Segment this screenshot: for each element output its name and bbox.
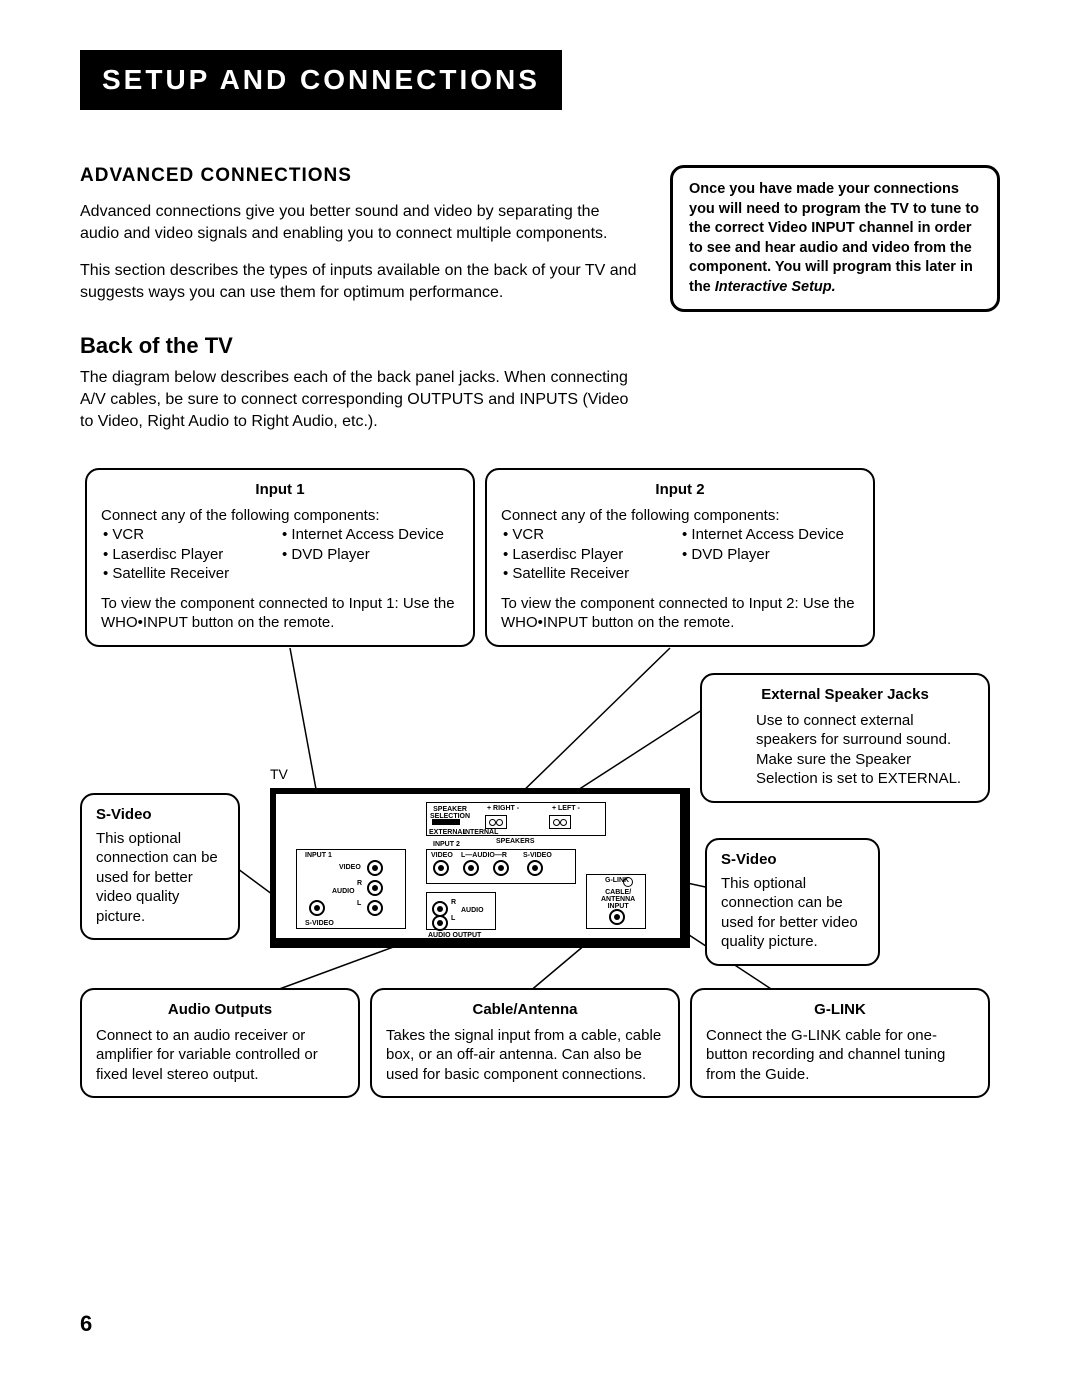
tv-label: TV [270,766,288,782]
back-heading: Back of the TV [80,333,640,359]
jack-audio-r [367,880,383,896]
note-box: Once you have made your connections you … [670,165,1000,312]
callout-svideo-r-title: S-Video [721,850,864,870]
callout-input2-bullets: • VCR • Laserdisc Player • Satellite Rec… [501,525,859,584]
callout-input2-foot: To view the component connected to Input… [501,594,859,633]
lbl: INTERNAL [463,829,498,836]
lbl: S-VIDEO [305,920,334,927]
bullet: • Internet Access Device [280,525,459,545]
callout-glink: G-LINK Connect the G-LINK cable for one-… [690,988,990,1098]
callout-input2: Input 2 Connect any of the following com… [485,468,875,647]
bullet: • VCR [501,525,680,545]
audio-output-box: R L AUDIO [426,892,496,930]
callout-glink-text: Connect the G-LINK cable for one-button … [706,1026,974,1085]
jack-i2-svideo [527,860,543,876]
note-ital: Interactive Setup. [715,279,836,295]
jack-i2-r [493,860,509,876]
lbl: AUDIO [332,888,355,895]
bullet: • VCR [101,525,280,545]
callout-audio-title: Audio Outputs [96,1000,344,1020]
bullet: • Internet Access Device [680,525,859,545]
callout-cable-title: Cable/Antenna [386,1000,664,1020]
lbl: L [451,915,455,922]
lbl: EXTERNAL [429,829,467,836]
callout-input1-foot: To view the component connected to Input… [101,594,459,633]
lbl: AUDIO OUTPUT [428,932,481,939]
note-text: Once you have made your connections you … [689,181,979,295]
callout-input1-lead: Connect any of the following components: [101,506,459,526]
callout-svideo-right: S-Video This optional connection can be … [705,838,880,966]
lbl: CABLE/ ANTENNA INPUT [601,889,635,910]
lbl: S-VIDEO [523,852,552,859]
lbl: + RIGHT - [487,805,519,812]
lbl: SPEAKERS [496,838,535,845]
bullet: • Satellite Receiver [501,564,680,584]
lbl: INPUT 1 [305,852,332,859]
lbl: + LEFT - [552,805,580,812]
speaker-term-left [549,815,571,829]
lbl: R [357,880,362,887]
callout-svideo-l-text: This optional connection can be used for… [96,829,224,927]
adv-para-1: Advanced connections give you better sou… [80,201,640,244]
callout-cable-text: Takes the signal input from a cable, cab… [386,1026,664,1085]
lbl: VIDEO [431,852,453,859]
back-para: The diagram below describes each of the … [80,367,640,432]
tv-back-panel: SPEAKER SELECTION + RIGHT - + LEFT - EXT… [270,788,690,948]
callout-audio-outputs: Audio Outputs Connect to an audio receiv… [80,988,360,1098]
callout-input2-lead: Connect any of the following components: [501,506,859,526]
jack-cable [609,909,625,925]
jack-i2-video [433,860,449,876]
callout-svideo-l-title: S-Video [96,805,224,825]
callout-ext-title: External Speaker Jacks [716,685,974,705]
input1-box: INPUT 1 VIDEO AUDIO R L S-VIDEO [296,849,406,929]
intro-columns: Advanced Connections Advanced connection… [80,165,1000,448]
callout-svideo-left: S-Video This optional connection can be … [80,793,240,940]
speaker-section: SPEAKER SELECTION + RIGHT - + LEFT - EXT… [426,802,606,836]
jack-audio-l [367,900,383,916]
lbl: R [451,899,456,906]
speaker-switch [432,819,460,825]
diagram-area: Input 1 Connect any of the following com… [80,468,1000,1108]
title-bar: Setup and Connections [80,50,562,110]
cable-box: G-LINK CABLE/ ANTENNA INPUT [586,874,646,929]
callout-glink-title: G-LINK [706,1000,974,1020]
section-heading: Advanced Connections [80,165,640,187]
callout-ext-text: Use to connect external speakers for sur… [716,711,974,789]
lbl: VIDEO [339,864,361,871]
callout-input1-title: Input 1 [101,480,459,500]
jack-glink [623,877,633,887]
callout-ext-speakers: External Speaker Jacks Use to connect ex… [700,673,990,803]
callout-input2-title: Input 2 [501,480,859,500]
callout-svideo-r-text: This optional connection can be used for… [721,874,864,952]
callout-input1: Input 1 Connect any of the following com… [85,468,475,647]
bullet: • DVD Player [280,545,459,565]
lbl: L [357,900,361,907]
adv-para-2: This section describes the types of inpu… [80,260,640,303]
callout-input1-bullets: • VCR • Laserdisc Player • Satellite Rec… [101,525,459,584]
bullet: • DVD Player [680,545,859,565]
jack-ao-l [432,915,448,931]
jack-video [367,860,383,876]
page: Setup and Connections Advanced Connectio… [80,50,1000,1108]
callout-audio-text: Connect to an audio receiver or amplifie… [96,1026,344,1085]
lbl: SPEAKER SELECTION [430,806,470,820]
lbl: L—AUDIO—R [461,852,507,859]
jack-svideo1 [309,900,325,916]
page-number: 6 [80,1311,92,1337]
callout-cable: Cable/Antenna Takes the signal input fro… [370,988,680,1098]
jack-i2-l [463,860,479,876]
input2-box: INPUT 2 VIDEO L—AUDIO—R S-VIDEO [426,849,576,884]
bullet: • Laserdisc Player [101,545,280,565]
speaker-term-right [485,815,507,829]
lbl: INPUT 2 [433,841,460,848]
bullet: • Satellite Receiver [101,564,280,584]
lbl: AUDIO [461,907,484,914]
bullet: • Laserdisc Player [501,545,680,565]
